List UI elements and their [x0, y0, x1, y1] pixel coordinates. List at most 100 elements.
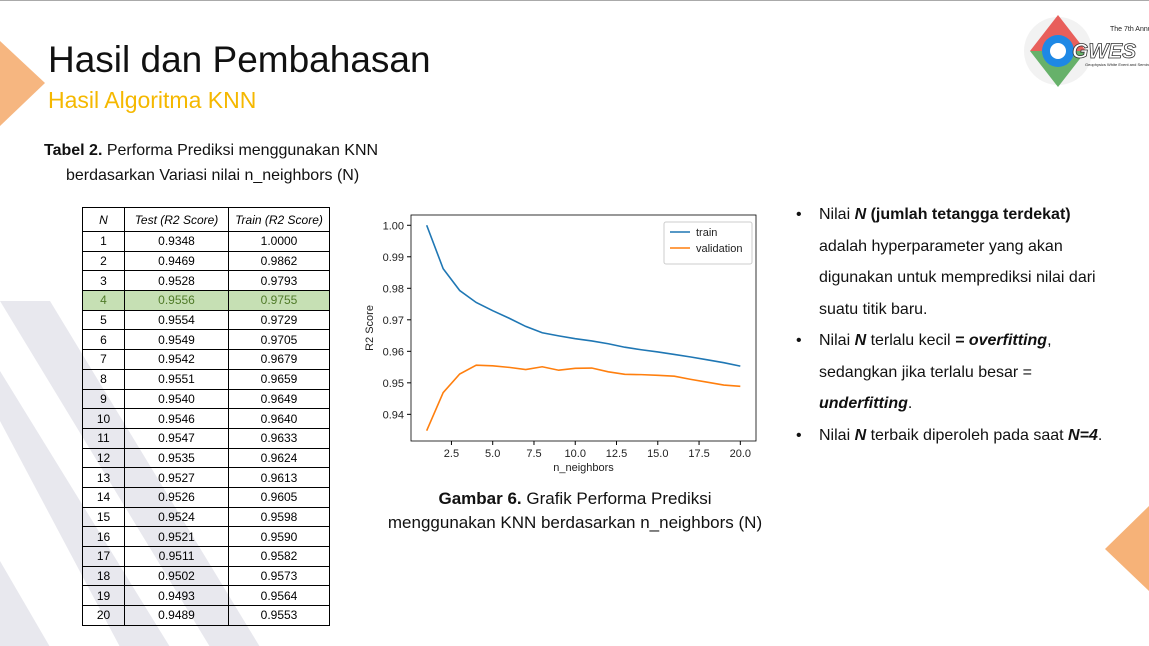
table-cell: 0.9556	[124, 290, 229, 311]
table-cell: 7	[82, 349, 125, 370]
bullet-text: .	[907, 395, 913, 412]
table-caption: berdasarkan Variasi nilai n_neighbors (N…	[66, 167, 360, 184]
table-cell: 0.9489	[124, 605, 229, 626]
y-tick-label: 1.00	[383, 220, 404, 232]
subtitle: Hasil Algoritma KNN	[48, 87, 257, 113]
column-header: Test (R2 Score)	[124, 207, 229, 232]
logo-tagline: Geophysics White Event and Seminar	[1085, 62, 1149, 67]
table-cell: 9	[82, 388, 125, 410]
table-cell: 16	[82, 526, 125, 547]
table-cell: 0.9527	[124, 467, 229, 488]
table-cell: 18	[82, 565, 125, 587]
table-cell: 20	[82, 605, 125, 626]
logo-edition: The 7th Annual	[1110, 26, 1149, 33]
table-cell: 0.9524	[124, 506, 229, 528]
table-cell: 1.0000	[228, 231, 330, 252]
table-row: 3 0.9528 0.9793	[82, 270, 330, 292]
x-axis-label: n_neighbors	[553, 462, 614, 474]
bullet-text: terlalu kecil	[866, 332, 956, 349]
table-cell: 12	[82, 447, 125, 469]
line-series	[425, 224, 741, 367]
table-row: 17 0.9511 0.9582	[82, 546, 330, 567]
table-cell: 0.9348	[124, 231, 229, 252]
table-cell: 6	[82, 329, 125, 351]
table-row: 16 0.9521 0.9590	[82, 526, 330, 547]
column-header: N	[82, 207, 125, 232]
bullet-text: N=4	[1068, 426, 1098, 444]
x-tick-label: 15.0	[647, 448, 668, 460]
bullet-text: N	[854, 426, 867, 444]
table-cell: 0.9659	[228, 368, 330, 390]
y-axis-label: R2 Score	[364, 305, 376, 351]
table-cell: 10	[82, 408, 125, 429]
table-cell: 0.9526	[124, 486, 229, 508]
table-row: 14 0.9526 0.9605	[82, 486, 330, 508]
bullet-text: N	[854, 206, 867, 223]
bullet: Nilai N terlalu kecil = overfitting, sed…	[796, 325, 1106, 420]
table-cell: 0.9564	[228, 585, 330, 607]
caption-label: Tabel 2.	[44, 142, 103, 159]
table-row: 10 0.9546 0.9640	[82, 408, 330, 429]
x-tick-label: 10.0	[565, 448, 586, 460]
bullet-text: .	[1097, 426, 1103, 444]
y-tick-label: 0.94	[383, 409, 404, 421]
bullet-text: terbaik diperoleh pada saat	[866, 426, 1069, 444]
bullet-text: (jumlah tetangga terdekat)	[866, 206, 1071, 223]
table-cell: 13	[82, 467, 125, 488]
caption-text: Grafik Performa Prediksi	[526, 489, 712, 508]
table-cell: 0.9542	[124, 349, 229, 370]
figure-caption: menggunakan KNN berdasarkan n_neighbors …	[387, 513, 763, 532]
table-cell: 17	[82, 546, 125, 567]
table-cell: 0.9590	[228, 526, 330, 547]
line-series	[425, 364, 741, 432]
table-cell: 0.9511	[124, 546, 229, 567]
table-cell: 0.9705	[228, 329, 330, 351]
bullet-text: Nilai	[819, 332, 855, 349]
table-row: 11 0.9547 0.9633	[82, 427, 330, 449]
x-tick-label: 12.5	[606, 448, 627, 460]
table-row: 13 0.9527 0.9613	[82, 467, 330, 488]
x-tick-label: 7.5	[526, 448, 541, 460]
table-cell: 15	[82, 506, 125, 528]
results-table: N Test (R2 Score) Train (R2 Score) 1 0.9348 1…	[82, 207, 330, 626]
table-cell: 0.9605	[228, 486, 330, 508]
bullet: Nilai N (jumlah tetangga terdekat) adala…	[796, 199, 1106, 325]
y-tick-label: 0.99	[383, 252, 404, 264]
table-cell: 3	[82, 270, 125, 292]
table-cell: 0.9549	[124, 329, 229, 351]
table-cell: 0.9469	[124, 250, 229, 272]
table-cell: 0.9598	[228, 506, 330, 528]
table-cell: 0.9640	[228, 408, 330, 429]
logo-name: GWES	[1072, 40, 1136, 63]
table-row: 15 0.9524 0.9598	[82, 506, 330, 528]
title: Hasil dan Pembahasan	[48, 39, 431, 80]
chart: 2.5 5.0 7.5 10.0 12.5 15.0 17.5 20.0 0.94 0.95 0.9…	[364, 214, 757, 474]
table-row: 5 0.9554 0.9729	[82, 309, 330, 331]
bullet-text: adalah hyperparameter yang akan digunaka…	[819, 237, 1096, 318]
table-cell: 0.9528	[124, 270, 229, 292]
table-cell: 0.9546	[124, 408, 229, 429]
table-cell: 11	[82, 427, 125, 449]
bullet-text: , sedangkan jika terlalu besar =	[819, 332, 1052, 381]
legend-label: validation	[696, 243, 742, 255]
bullet-text: underfitting	[819, 395, 908, 412]
table-cell: 0.9535	[124, 447, 229, 469]
table-row: 2 0.9469 0.9862	[82, 250, 330, 272]
table-cell: 0.9502	[124, 565, 229, 587]
table-cell: 1	[82, 231, 125, 252]
table-cell: 0.9679	[228, 349, 330, 370]
y-tick-label: 0.97	[383, 315, 404, 327]
table-cell: 0.9649	[228, 388, 330, 410]
table-cell: 0.9540	[124, 388, 229, 410]
table-cell: 0.9554	[124, 309, 229, 331]
table-row: 7 0.9542 0.9679	[82, 349, 330, 370]
x-tick-label: 20.0	[730, 448, 751, 460]
table-caption: Tabel 2. Performa Prediksi menggunakan K…	[44, 142, 378, 160]
table-row: 1 0.9348 1.0000	[82, 231, 330, 252]
table-cell: 0.9493	[124, 585, 229, 607]
table-cell: 0.9553	[228, 605, 330, 626]
plot-frame	[410, 214, 757, 442]
bullet-text: N	[854, 332, 867, 349]
table-row: 8 0.9551 0.9659	[82, 368, 330, 390]
